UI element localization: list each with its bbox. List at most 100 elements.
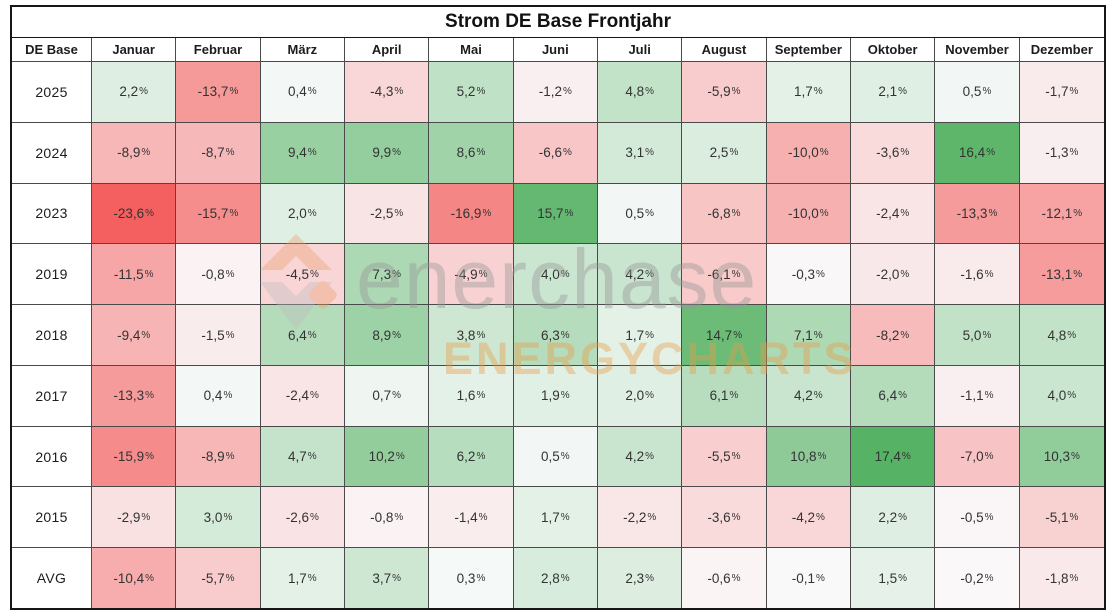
heatmap-cell: 1,7% [513, 487, 598, 548]
heatmap-cell: 4,8% [598, 62, 683, 122]
heatmap-cell: 5,0% [935, 305, 1020, 365]
heatmap-cell: -6,1% [682, 244, 767, 305]
heatmap-cell: -8,7% [176, 122, 261, 183]
heatmap-cell: -16,9% [429, 183, 514, 244]
column-header: Februar [176, 38, 261, 61]
table-row: 2015 -2,9% 3,0% -2,6% -0,8% -1,4% 1,7% -2,2% -3,… [12, 487, 1104, 549]
heatmap-cell: -5,7% [176, 548, 261, 609]
column-header: Oktober [851, 38, 936, 61]
heatmap-cell: 2,3% [598, 548, 683, 609]
column-header: August [682, 38, 767, 61]
row-label: 2015 [12, 487, 92, 548]
heatmap-cell: 4,8% [1019, 305, 1104, 365]
heatmap-cell: 3,8% [429, 305, 514, 365]
heatmap-cell: 1,7% [766, 62, 851, 122]
column-header: Juni [513, 38, 598, 61]
heatmap-cell: -3,6% [851, 122, 936, 183]
column-header: November [935, 38, 1020, 61]
heatmap-cell: -0,3% [766, 244, 851, 305]
heatmap-cell: 3,0% [176, 487, 261, 548]
heatmap-cell: 2,5% [682, 122, 767, 183]
heatmap-cell: 17,4% [851, 426, 936, 487]
heatmap-cell: 15,7% [513, 183, 598, 244]
header-row: DE Base Januar Februar März April Mai Juni Juli… [12, 38, 1104, 62]
heatmap-cell: 0,5% [935, 62, 1020, 122]
heatmap-cell: 0,5% [598, 183, 683, 244]
heatmap-cell: -13,1% [1019, 244, 1104, 305]
column-header: Juli [598, 38, 683, 61]
heatmap-cell: -0,8% [176, 244, 261, 305]
heatmap-cell: -8,9% [92, 122, 177, 183]
heatmap-cell: 9,9% [345, 122, 430, 183]
heatmap-cell: -15,9% [92, 426, 177, 487]
table-row: 2025 2,2% -13,7% 0,4% -4,3% 5,2% -1,2% 4,8% -5,9… [12, 62, 1104, 123]
heatmap-cell: 2,1% [851, 62, 936, 122]
heatmap-cell: -2,4% [260, 365, 345, 426]
heatmap-cell: -13,7% [176, 62, 261, 122]
heatmap-cell: 6,4% [851, 365, 936, 426]
heatmap-cell: -1,7% [1019, 62, 1104, 122]
heatmap-cell: -3,6% [682, 487, 767, 548]
heatmap-cell: -2,9% [92, 487, 177, 548]
heatmap-cell: 0,5% [513, 426, 598, 487]
table-title: Strom DE Base Frontjahr [12, 7, 1104, 38]
heatmap-cell: 10,8% [766, 426, 851, 487]
table-row: 2023 -23,6% -15,7% 2,0% -2,5% -16,9% 15,7% 0,5%… [12, 183, 1104, 245]
heatmap-cell: -0,1% [766, 548, 851, 609]
row-label: 2016 [12, 426, 92, 487]
heatmap-cell: 4,0% [1019, 365, 1104, 426]
heatmap-cell: 4,2% [598, 244, 683, 305]
heatmap-cell: 1,7% [260, 548, 345, 609]
heatmap-cell: -23,6% [92, 183, 177, 244]
heatmap-cell: -6,8% [682, 183, 767, 244]
heatmap-cell: -13,3% [92, 365, 177, 426]
row-label: AVG [12, 548, 92, 609]
heatmap-cell: 6,4% [260, 305, 345, 365]
column-header: April [345, 38, 430, 61]
heatmap-cell: -4,3% [345, 62, 430, 122]
heatmap-cell: -13,3% [935, 183, 1020, 244]
table-row: 2016 -15,9% -8,9% 4,7% 10,2% 6,2% 0,5% 4,2% -5,5… [12, 426, 1104, 488]
heatmap-cell: 2,0% [598, 365, 683, 426]
heatmap-cell: 4,2% [766, 365, 851, 426]
heatmap-cell: -2,6% [260, 487, 345, 548]
table-row: 2018 -9,4% -1,5% 6,4% 8,9% 3,8% 6,3% 1,7% 14,7% 7… [12, 305, 1104, 366]
heatmap-cell: -1,4% [429, 487, 514, 548]
heatmap-cell: 4,0% [513, 244, 598, 305]
heatmap-cell: -2,0% [851, 244, 936, 305]
heatmap-cell: 0,3% [429, 548, 514, 609]
row-label: 2024 [12, 122, 92, 183]
heatmap-cell: 2,8% [513, 548, 598, 609]
heatmap-cell: 9,4% [260, 122, 345, 183]
heatmap-cell: 6,2% [429, 426, 514, 487]
row-label: 2023 [12, 183, 92, 244]
heatmap-cell: -7,0% [935, 426, 1020, 487]
heatmap-cell: 7,1% [766, 305, 851, 365]
heatmap-cell: -2,4% [851, 183, 936, 244]
heatmap-cell: 8,6% [429, 122, 514, 183]
column-header: März [260, 38, 345, 61]
heatmap-cell: 0,4% [260, 62, 345, 122]
heatmap-cell: -2,2% [598, 487, 683, 548]
column-header: Januar [92, 38, 177, 61]
heatmap-cell: 7,3% [345, 244, 430, 305]
row-label: 2019 [12, 244, 92, 305]
table-row: 2017 -13,3% 0,4% -2,4% 0,7% 1,6% 1,9% 2,0% 6,1% 4… [12, 365, 1104, 427]
heatmap-cell: -15,7% [176, 183, 261, 244]
heatmap-cell: -9,4% [92, 305, 177, 365]
heatmap-cell: 8,9% [345, 305, 430, 365]
heatmap-cell: 6,1% [682, 365, 767, 426]
heatmap-table: Strom DE Base Frontjahr DE Base Januar Feb… [10, 5, 1106, 610]
heatmap-cell: -1,1% [935, 365, 1020, 426]
heatmap-cell: 4,7% [260, 426, 345, 487]
row-label: 2017 [12, 365, 92, 426]
heatmap-cell: -0,6% [682, 548, 767, 609]
heatmap-cell: -4,9% [429, 244, 514, 305]
heatmap-cell: -12,1% [1019, 183, 1104, 244]
heatmap-cell: -0,8% [345, 487, 430, 548]
heatmap-cell: -5,1% [1019, 487, 1104, 548]
heatmap-cell: -1,2% [513, 62, 598, 122]
column-header: Dezember [1019, 38, 1104, 61]
heatmap-cell: 10,3% [1019, 426, 1104, 487]
